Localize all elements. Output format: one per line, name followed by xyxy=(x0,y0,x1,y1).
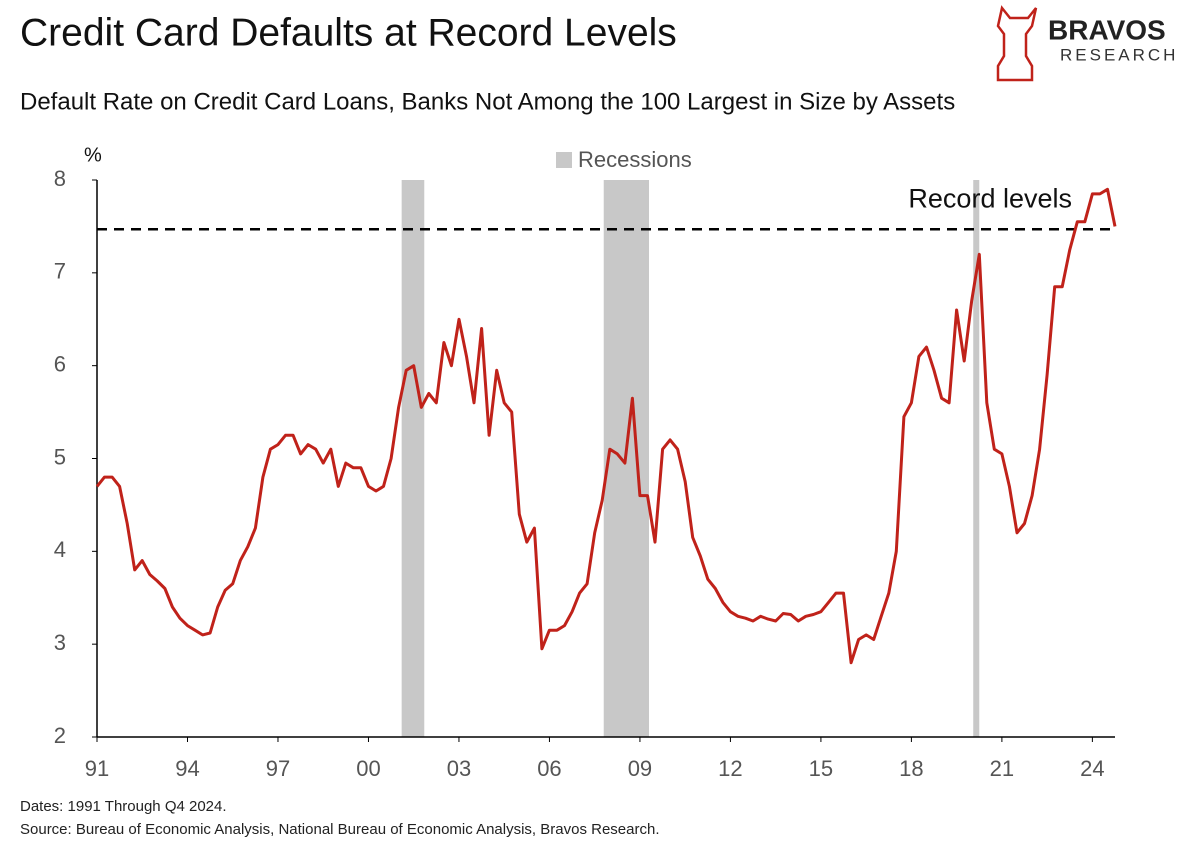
brand-sub: RESEARCH xyxy=(1060,45,1178,64)
brand: BRAVOS xyxy=(1048,14,1166,45)
annotation: Record levels xyxy=(908,183,1072,213)
chart-title: Credit Card Defaults at Record Levels xyxy=(20,11,677,54)
y-tick-label: 7 xyxy=(54,259,66,284)
x-tick-label: 24 xyxy=(1080,756,1104,781)
data-line xyxy=(95,187,1117,665)
legend-label: Recessions xyxy=(578,147,692,172)
logo: BRAVOS RESEARCH xyxy=(996,5,1178,82)
y-unit: % xyxy=(84,144,102,166)
logo-icon xyxy=(996,5,1038,82)
y-tick-label: 3 xyxy=(54,630,66,655)
x-tick-label: 94 xyxy=(175,756,199,781)
x-tick-label: 06 xyxy=(537,756,561,781)
x-tick-label: 18 xyxy=(899,756,923,781)
y-tick-label: 4 xyxy=(54,537,66,562)
x-tick-label: 00 xyxy=(356,756,380,781)
x-tick-label: 09 xyxy=(628,756,652,781)
y-tick-label: 8 xyxy=(54,166,66,191)
chart-subtitle: Default Rate on Credit Card Loans, Banks… xyxy=(20,88,955,115)
x-tick-label: 91 xyxy=(85,756,109,781)
x-tick-label: 97 xyxy=(266,756,290,781)
y-tick-label: 2 xyxy=(54,723,66,748)
legend-swatch xyxy=(556,152,572,168)
note: Dates: 1991 Through Q4 2024. xyxy=(20,798,227,815)
x-tick-label: 15 xyxy=(809,756,833,781)
y-tick-label: 5 xyxy=(54,444,66,469)
note: Source: Bureau of Economic Analysis, Nat… xyxy=(20,821,660,838)
y-tick-label: 6 xyxy=(54,351,66,376)
x-tick-label: 03 xyxy=(447,756,471,781)
recession-band xyxy=(401,180,425,737)
x-tick-label: 21 xyxy=(990,756,1014,781)
x-tick-label: 12 xyxy=(718,756,742,781)
recession-band xyxy=(973,180,980,737)
